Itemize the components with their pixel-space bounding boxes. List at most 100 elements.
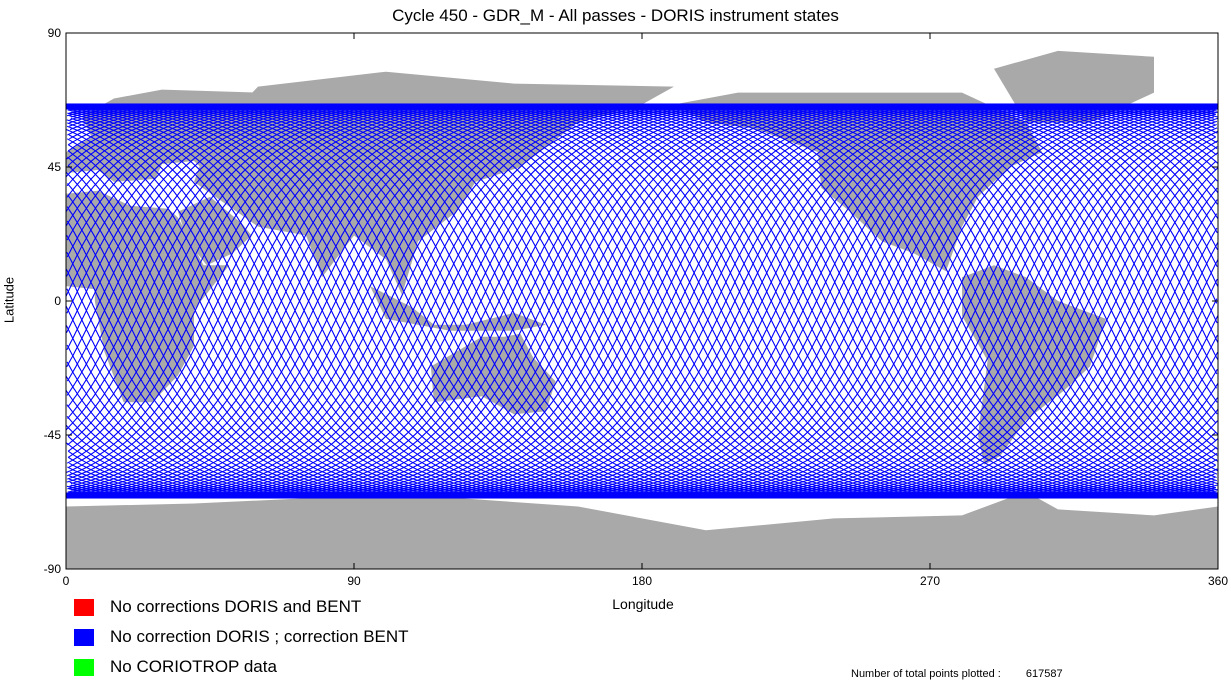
descending-track (628, 103, 1205, 499)
y-tick-label: 0 (54, 294, 61, 308)
descending-track (546, 103, 1123, 499)
x-tick-label: 90 (347, 574, 361, 588)
descending-track (347, 103, 924, 499)
indonesia-shape (370, 286, 546, 331)
descending-track (610, 103, 1187, 499)
descending-track (483, 103, 1060, 499)
legend-swatch (74, 658, 94, 676)
ascending-track (66, 103, 1219, 499)
descending-track (102, 103, 679, 499)
ascending-track (65, 103, 1218, 499)
antarctica-shape (66, 491, 1218, 569)
descending-track (84, 103, 661, 499)
descending-track (474, 103, 1051, 499)
y-tick-label: 90 (48, 26, 62, 40)
descending-track (528, 103, 1105, 499)
legend: No corrections DORIS and BENT No correct… (74, 594, 409, 684)
legend-label: No CORIOTROP data (110, 657, 277, 676)
descending-track (301, 103, 878, 499)
descending-track (138, 103, 715, 499)
descending-track (256, 103, 833, 499)
x-ticks: 0 90 180 270 360 (63, 33, 1228, 588)
y-tick-label: -90 (44, 562, 62, 576)
ascending-track (65, 103, 1218, 499)
descending-track (238, 103, 815, 499)
descending-track (319, 103, 896, 499)
descending-track (274, 103, 851, 499)
descending-track (283, 103, 860, 499)
descending-track (428, 103, 1005, 499)
descending-track (356, 103, 933, 499)
descending-track (329, 103, 905, 499)
descending-track (637, 103, 1214, 499)
legend-item: No corrections DORIS and BENT (74, 594, 409, 620)
legend-item: No CORIOTROP data (74, 654, 409, 680)
descending-track (247, 103, 824, 499)
descending-track (592, 103, 1169, 499)
descending-track (601, 103, 1178, 499)
descending-track (437, 103, 1014, 499)
chart-title: Cycle 450 - GDR_M - All passes - DORIS i… (392, 6, 839, 25)
descending-track (265, 103, 842, 499)
legend-label: No corrections DORIS and BENT (110, 597, 362, 616)
descending-track (564, 103, 1141, 499)
descending-track (456, 103, 1032, 499)
total-points-value: 617587 (1025, 668, 1063, 680)
descending-track (501, 103, 1078, 499)
descending-track (510, 103, 1087, 499)
descending-track (465, 103, 1042, 499)
descending-track (419, 103, 996, 499)
descending-track (519, 103, 1096, 499)
descending-track (211, 103, 788, 499)
descending-track (410, 103, 987, 499)
descending-track (156, 103, 733, 499)
x-tick-label: 360 (1208, 574, 1228, 588)
legend-item: No correction DORIS ; correction BENT (74, 624, 409, 650)
south-track-band (66, 492, 1218, 499)
descending-track (202, 103, 778, 499)
south-america-shape (962, 265, 1106, 465)
descending-track (619, 103, 1196, 499)
descending-track (192, 103, 769, 499)
y-axis-label: Latitude (1, 276, 17, 324)
ascending-track (66, 103, 1218, 499)
descending-track (365, 103, 942, 499)
descending-track (583, 103, 1159, 499)
ascending-track (66, 103, 1219, 499)
middle-east-shape (178, 196, 252, 266)
total-points: Number of total points plotted : 617587 (851, 668, 1063, 680)
x-tick-label: 180 (632, 574, 652, 588)
descending-track (75, 103, 651, 499)
descending-track (292, 103, 869, 499)
descending-track (537, 103, 1114, 499)
satellite-tracks (65, 103, 1219, 499)
y-tick-label: 45 (48, 160, 62, 174)
descending-track (492, 103, 1069, 499)
x-axis-label: Longitude (612, 596, 674, 612)
descending-track (129, 103, 706, 499)
y-ticks: 90 45 0 -45 -90 (44, 26, 1218, 576)
descending-track (220, 103, 797, 499)
legend-label: No correction DORIS ; correction BENT (110, 627, 409, 646)
descending-track (446, 103, 1023, 499)
legend-swatch (74, 628, 94, 646)
legend-swatch (74, 598, 94, 616)
x-tick-label: 270 (920, 574, 940, 588)
y-tick-label: -45 (44, 428, 62, 442)
descending-track (111, 103, 688, 499)
descending-track (229, 103, 806, 499)
descending-track (174, 103, 751, 499)
descending-track (93, 103, 670, 499)
x-tick-label: 0 (63, 574, 70, 588)
north-track-band (66, 103, 1218, 110)
descending-track (310, 103, 887, 499)
descending-track (392, 103, 969, 499)
descending-track (147, 103, 724, 499)
descending-track (555, 103, 1132, 499)
descending-track (165, 103, 742, 499)
map-plot: 90 45 0 -45 -90 0 90 180 270 360 (44, 26, 1229, 588)
descending-track (401, 103, 978, 499)
descending-track (573, 103, 1150, 499)
descending-track (183, 103, 760, 499)
descending-track (383, 103, 960, 499)
